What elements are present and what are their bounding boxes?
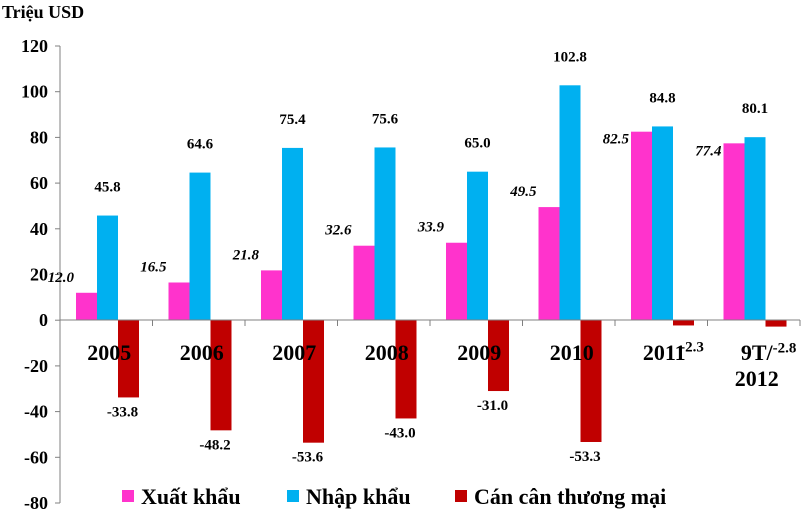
export-bar [538,207,560,321]
export-bar [261,270,282,321]
export-value-label: 49.5 [509,184,537,200]
balance-value-label: -43.0 [384,425,415,441]
import-value-label: 102.8 [553,49,587,65]
y-unit-label: Triệu USD [2,2,84,22]
import-bar [744,137,766,321]
balance-bar [210,320,232,431]
export-bar [631,131,652,321]
x-category-label: 2012 [735,366,779,391]
balance-bar [395,320,417,419]
export-legend-label: Xuất khẩu [141,484,241,509]
x-category-label: 2005 [87,340,131,365]
balance-legend-label: Cán cân thương mại [474,484,666,509]
x-category-label: 2008 [365,340,409,365]
import-value-label: 45.8 [94,180,120,196]
import-bar [467,171,488,321]
export-bar [76,292,97,321]
y-tick-label: 80 [30,127,48,147]
export-value-label: 21.8 [232,247,260,263]
import-bar [282,147,303,321]
balance-bar [303,320,324,443]
import-bar [189,172,211,321]
x-axis-labels: 2005 2006 2007 2008 2009 2010 2011 9T/2012 [87,340,779,391]
y-tick-label: 60 [30,173,48,193]
balance-value-label: -53.3 [569,449,600,465]
export-bar [353,245,375,321]
y-tick-label: -80 [24,493,48,510]
balance-legend-swatch [455,490,467,502]
y-axis-ticks: 120 100 80 60 40 20 0 -20 -40 -60 -80 [21,36,801,510]
data-labels: 12.0 16.5 21.8 32.6 33.9 49.5 82.5 77.4 45.8 64.6… [48,49,797,465]
y-tick-label: 100 [21,82,48,102]
export-value-label: 82.5 [603,132,630,148]
balance-value-label: -31.0 [477,398,508,414]
import-bar [559,85,581,321]
balance-bar [118,320,139,398]
balance-value-label: -48.2 [199,437,230,453]
import-value-label: 80.1 [742,101,768,117]
y-tick-label: -20 [24,356,48,376]
y-tick-label: -60 [24,447,48,467]
y-tick-label: 40 [30,219,48,239]
x-category-label: 2007 [272,340,316,365]
x-category-label: 2009 [457,340,501,365]
export-value-label: 33.9 [417,220,445,236]
export-bar [168,282,190,321]
balance-bar [488,320,509,392]
export-bar [446,242,467,321]
import-value-label: 84.8 [649,90,675,106]
x-category-label: 2010 [550,340,594,365]
x-category-label: 2011 [643,340,686,365]
y-tick-label: -40 [24,402,48,422]
import-bar [652,126,673,321]
export-value-label: 12.0 [48,270,75,286]
export-value-label: 32.6 [324,223,352,239]
balance-value-label: -2.8 [773,341,797,357]
balance-value-label: -33.8 [107,404,138,420]
x-category-label: 9T/ [741,340,774,365]
export-value-label: 16.5 [140,259,167,275]
import-legend-swatch [287,490,299,502]
balance-value-label: -2.3 [680,339,704,355]
export-value-label: 77.4 [695,143,722,159]
balance-bar [765,320,787,327]
y-tick-label: 0 [39,310,48,330]
import-bar [97,215,118,321]
import-value-label: 75.6 [372,111,399,127]
balance-bar [673,320,694,326]
import-bar [374,147,396,321]
balance-value-label: -53.6 [292,450,324,466]
y-tick-label: 120 [21,36,48,56]
bar-marks [76,85,787,443]
x-category-label: 2006 [180,340,224,365]
legend: Xuất khẩu Nhập khẩu Cán cân thương mại [122,484,666,509]
export-legend-swatch [122,490,134,502]
import-value-label: 75.4 [279,112,306,128]
export-bar [723,143,745,321]
import-value-label: 64.6 [187,137,214,153]
import-legend-label: Nhập khẩu [306,484,411,509]
balance-bar [580,320,602,442]
import-value-label: 65.0 [464,136,490,152]
y-tick-label: 20 [30,265,48,285]
